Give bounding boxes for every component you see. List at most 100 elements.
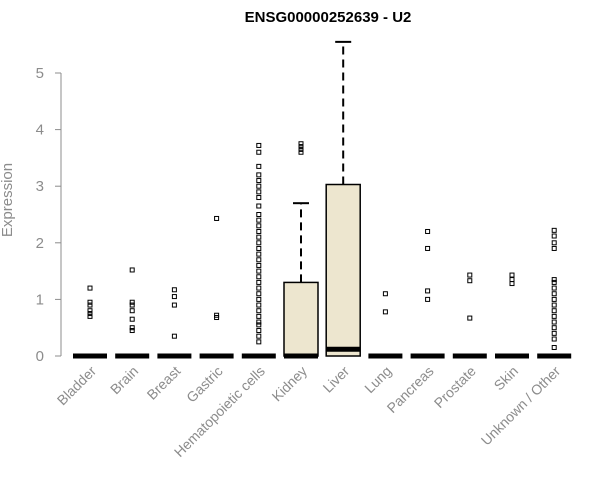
outlier-point bbox=[298, 141, 304, 147]
outlier-point bbox=[256, 339, 262, 345]
outlier-point bbox=[256, 268, 262, 274]
outlier-point bbox=[425, 296, 431, 302]
y-tick-label: 5 bbox=[36, 65, 44, 82]
outlier-point bbox=[256, 333, 262, 339]
outlier-point bbox=[551, 308, 557, 314]
x-tick-label-prostate: Prostate bbox=[431, 363, 479, 411]
outlier-point bbox=[87, 302, 93, 308]
outlier-point bbox=[551, 227, 557, 233]
outlier-point bbox=[256, 228, 262, 234]
outlier-point bbox=[256, 262, 262, 268]
outlier-point bbox=[87, 285, 93, 291]
outlier-point bbox=[509, 281, 515, 287]
outlier-point bbox=[256, 163, 262, 169]
box-series bbox=[73, 40, 572, 359]
x-tick-label-kidney: Kidney bbox=[269, 363, 311, 405]
outlier-point bbox=[129, 328, 135, 334]
box-body bbox=[325, 183, 361, 357]
outlier-point bbox=[425, 245, 431, 251]
y-tick-label: 4 bbox=[36, 122, 44, 139]
outlier-point bbox=[551, 330, 557, 336]
outlier-point bbox=[256, 245, 262, 251]
outlier-point bbox=[256, 251, 262, 257]
outlier-point bbox=[425, 288, 431, 294]
outlier-point bbox=[256, 308, 262, 314]
outlier-point bbox=[256, 302, 262, 308]
outlier-point bbox=[551, 319, 557, 325]
box-bladder bbox=[73, 285, 107, 359]
outlier-point bbox=[171, 333, 177, 339]
outlier-point bbox=[129, 302, 135, 308]
x-tick-label-breast: Breast bbox=[144, 363, 184, 403]
box-skin bbox=[495, 272, 529, 359]
outlier-point bbox=[256, 274, 262, 280]
outlier-point bbox=[214, 215, 220, 221]
outlier-point bbox=[298, 146, 304, 152]
box-hematopoietic-cells bbox=[241, 142, 276, 359]
outlier-point bbox=[256, 234, 262, 240]
outlier-point bbox=[256, 296, 262, 302]
outlier-point bbox=[551, 302, 557, 308]
outlier-point bbox=[87, 299, 93, 305]
outlier-point bbox=[382, 291, 388, 297]
outlier-point bbox=[256, 257, 262, 263]
outlier-point bbox=[551, 277, 557, 283]
outlier-point bbox=[509, 272, 515, 278]
x-tick-label-pancreas: Pancreas bbox=[384, 363, 437, 416]
outlier-point bbox=[256, 189, 262, 195]
outlier-point bbox=[382, 309, 388, 315]
x-tick-label-bladder: Bladder bbox=[54, 363, 100, 409]
y-axis-label: Expression bbox=[0, 163, 16, 237]
outlier-point bbox=[214, 312, 220, 318]
x-tick-label-lung: Lung bbox=[361, 363, 394, 396]
y-tick-label: 1 bbox=[36, 291, 44, 308]
outlier-point bbox=[551, 285, 557, 291]
box-prostate bbox=[452, 272, 487, 359]
outlier-point bbox=[129, 299, 135, 305]
outlier-point bbox=[256, 240, 262, 246]
outlier-point bbox=[171, 287, 177, 293]
y-tick-label: 0 bbox=[36, 348, 44, 365]
outlier-point bbox=[256, 217, 262, 223]
y-tick-label: 2 bbox=[36, 235, 44, 252]
outlier-point bbox=[298, 149, 304, 155]
outlier-point bbox=[129, 325, 135, 331]
outlier-point bbox=[256, 319, 262, 325]
outlier-point bbox=[256, 279, 262, 285]
box-kidney bbox=[283, 141, 319, 359]
outlier-point bbox=[467, 315, 473, 321]
outlier-point bbox=[256, 313, 262, 319]
outlier-point bbox=[467, 278, 473, 284]
outlier-point bbox=[551, 345, 557, 351]
outlier-point bbox=[467, 272, 473, 278]
box-liver bbox=[325, 40, 361, 357]
box-breast bbox=[157, 287, 192, 359]
outlier-point bbox=[256, 203, 262, 209]
outlier-point bbox=[509, 277, 515, 283]
outlier-point bbox=[256, 223, 262, 229]
outlier-point bbox=[256, 149, 262, 155]
outlier-point bbox=[551, 296, 557, 302]
outlier-point bbox=[551, 313, 557, 319]
outlier-point bbox=[129, 308, 135, 314]
outlier-point bbox=[256, 322, 262, 328]
outlier-point bbox=[171, 294, 177, 300]
x-tick-label-skin: Skin bbox=[491, 363, 522, 394]
outlier-point bbox=[256, 328, 262, 334]
outlier-point bbox=[256, 212, 262, 217]
outlier-point bbox=[551, 291, 557, 297]
box-body bbox=[283, 281, 319, 357]
outlier-point bbox=[256, 183, 262, 189]
box-unknown-other bbox=[537, 227, 572, 359]
outlier-point bbox=[256, 285, 262, 291]
box-pancreas bbox=[410, 228, 445, 359]
x-tick-label-brain: Brain bbox=[107, 363, 141, 397]
outlier-point bbox=[171, 302, 177, 308]
outlier-point bbox=[256, 178, 262, 184]
y-tick-label: 3 bbox=[36, 178, 44, 195]
box-brain bbox=[115, 267, 150, 359]
outlier-point bbox=[256, 172, 262, 178]
outlier-point bbox=[87, 313, 93, 319]
